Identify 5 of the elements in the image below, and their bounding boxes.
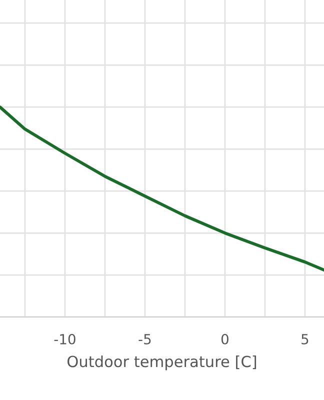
x-tick-label: 0 — [221, 334, 228, 344]
x-tick-label: -10 — [54, 334, 76, 344]
x-axis-title: Outdoor temperature [C] — [68, 355, 256, 370]
x-tick-label: 5 — [302, 334, 308, 344]
x-tick-label: -5 — [138, 334, 151, 344]
